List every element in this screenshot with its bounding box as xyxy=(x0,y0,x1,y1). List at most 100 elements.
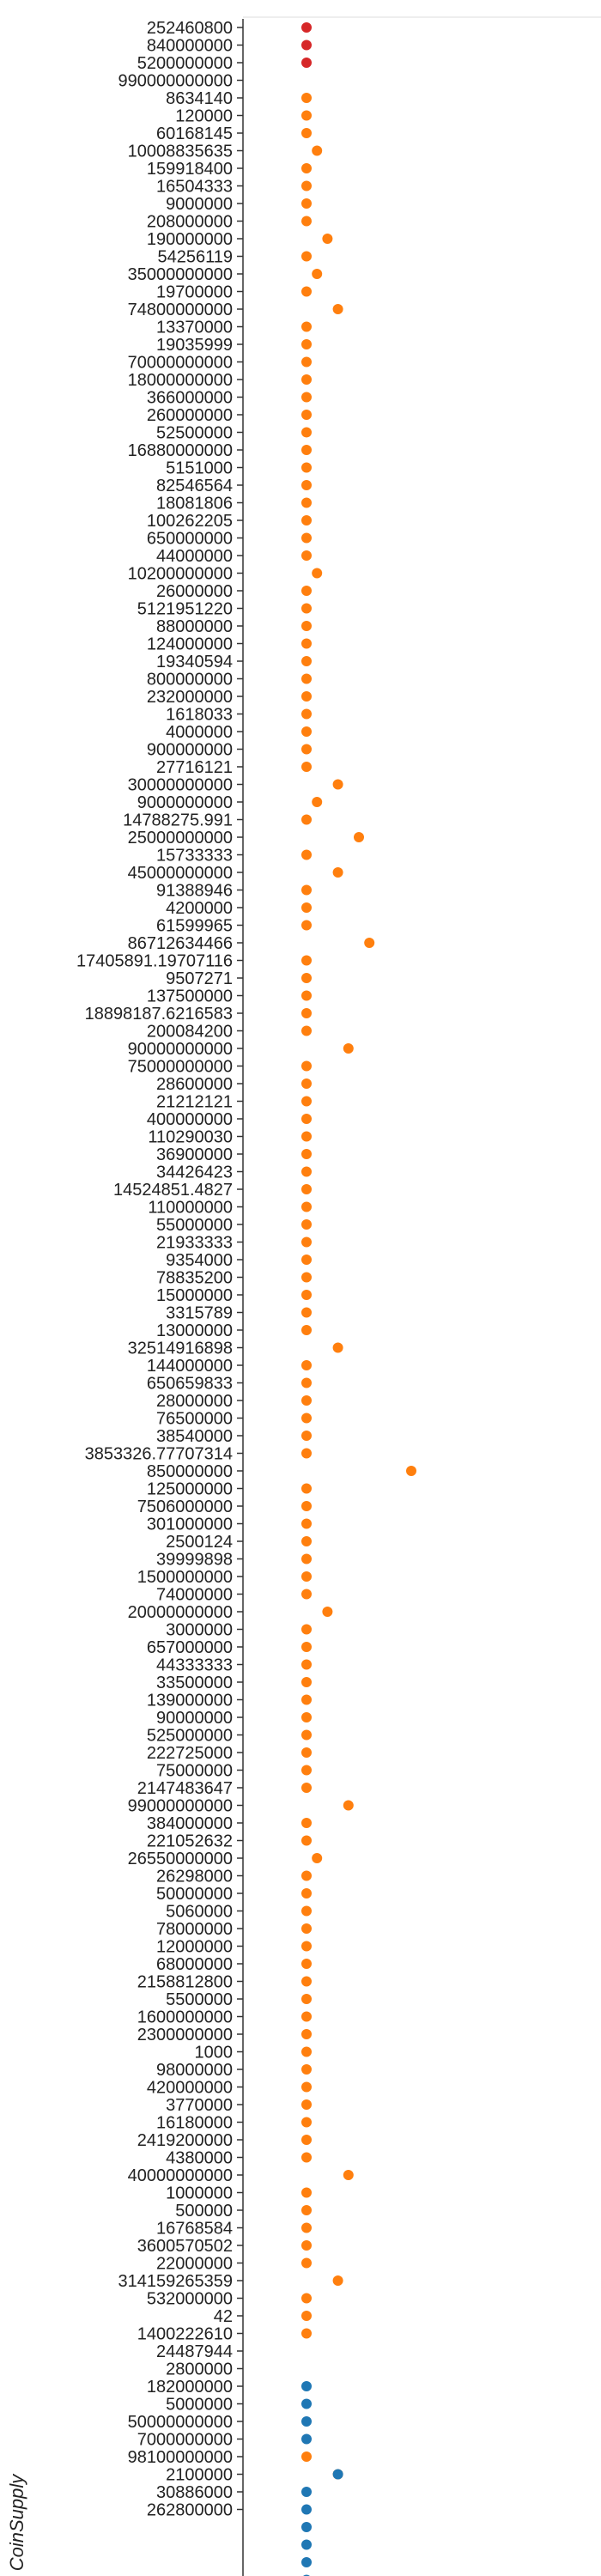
y-tick-label: 7506000000 xyxy=(137,1498,233,1516)
data-point xyxy=(301,1413,312,1424)
data-point xyxy=(301,586,312,596)
y-tick-label: 50000000 xyxy=(156,1885,233,1904)
data-point xyxy=(301,339,312,349)
data-point xyxy=(301,1448,312,1459)
y-tick-label: 301000000 xyxy=(147,1516,233,1534)
y-tick-label: 74800000000 xyxy=(128,301,233,319)
data-point xyxy=(301,1959,312,1969)
data-point xyxy=(343,1800,354,1811)
data-point xyxy=(301,1624,312,1635)
y-tick-label: 5200000000 xyxy=(137,54,233,73)
data-point xyxy=(301,58,312,68)
data-point xyxy=(301,2205,312,2215)
y-tick-label: 9000000 xyxy=(166,195,233,214)
data-point xyxy=(301,445,312,455)
y-tick-label: 30000000000 xyxy=(128,776,233,795)
y-tick-label: 27716121 xyxy=(156,758,233,777)
y-tick-label: 14788275.991 xyxy=(123,811,233,830)
y-tick-label: 4000000 xyxy=(166,723,233,742)
data-point xyxy=(301,1818,312,1828)
data-point xyxy=(301,708,312,720)
data-point xyxy=(301,673,312,684)
data-point xyxy=(301,1483,312,1494)
y-tick-label: 50000000000 xyxy=(128,2413,233,2432)
y-tick-label: 82546564 xyxy=(156,477,233,495)
y-tick-label: 52500000 xyxy=(156,424,233,443)
data-point xyxy=(301,1976,312,1987)
y-tick-label: 1618033 xyxy=(166,706,233,725)
y-tick-label: 91388946 xyxy=(156,882,233,901)
data-point xyxy=(301,1553,312,1564)
y-tick-label: 19700000 xyxy=(156,283,233,302)
data-point xyxy=(301,163,312,173)
y-tick-label: 2100000 xyxy=(166,2466,233,2485)
data-point xyxy=(301,93,312,103)
y-tick-label: 25000000000 xyxy=(128,829,233,848)
data-point xyxy=(301,1201,312,1212)
data-point xyxy=(301,110,312,121)
data-point xyxy=(343,2170,354,2180)
y-tick-label: 2500124 xyxy=(166,1533,233,1552)
y-tick-label: 55000000 xyxy=(156,1216,233,1235)
data-point xyxy=(301,1008,312,1018)
data-point xyxy=(301,515,312,526)
y-tick-label: 26298000 xyxy=(156,1868,233,1886)
data-point xyxy=(312,1853,323,1863)
y-tick-label: 3770000 xyxy=(166,2096,233,2115)
data-point xyxy=(301,251,312,262)
data-point xyxy=(301,1431,312,1441)
data-point xyxy=(301,2328,312,2339)
data-point xyxy=(301,2557,312,2567)
data-point xyxy=(301,2152,312,2163)
y-tick-label: 38540000 xyxy=(156,1427,233,1446)
data-point xyxy=(301,1501,312,1511)
data-point xyxy=(343,1043,354,1054)
data-point xyxy=(301,1078,312,1089)
y-tick-label: 525000000 xyxy=(147,1727,233,1746)
data-point xyxy=(301,1255,312,1265)
points-layer xyxy=(301,22,416,2576)
data-point xyxy=(301,497,312,508)
data-point xyxy=(301,1236,312,1248)
data-point xyxy=(301,2099,312,2110)
y-tick-label: 18000000000 xyxy=(128,371,233,390)
data-point xyxy=(301,656,312,666)
y-tick-label: 190000000 xyxy=(147,230,233,249)
data-point xyxy=(301,1060,312,1072)
y-tick-label: 500000 xyxy=(175,2202,233,2221)
y-tick-label: 44000000 xyxy=(156,547,233,566)
data-point xyxy=(332,1342,343,1353)
y-tick-label: 22000000 xyxy=(156,2255,233,2274)
y-tick-label: 182000000 xyxy=(147,2378,233,2397)
y-tick-label: 90000000 xyxy=(156,1709,233,1728)
data-point xyxy=(301,603,312,614)
y-tick-label: 420000000 xyxy=(147,2079,233,2098)
data-point xyxy=(332,779,343,790)
y-tick-label: 2300000000 xyxy=(137,2026,233,2044)
data-point xyxy=(301,1536,312,1546)
y-tick-label: 13370000 xyxy=(156,319,233,337)
y-tick-label: 39999898 xyxy=(156,1551,233,1570)
data-point xyxy=(301,2029,312,2039)
y-tick-label: 125000000 xyxy=(147,1480,233,1499)
y-tick-label: 74000000 xyxy=(156,1586,233,1605)
y-tick-label: 800000000 xyxy=(147,671,233,690)
data-point xyxy=(301,1589,312,1600)
y-tick-label: 400000000 xyxy=(147,1110,233,1129)
y-tick-label: 36900000 xyxy=(156,1145,233,1164)
y-tick-label: 110000000 xyxy=(148,1199,233,1218)
y-tick-label: 75000000000 xyxy=(128,1058,233,1077)
y-tick-label: 9000000000 xyxy=(137,793,233,812)
data-point xyxy=(301,1694,312,1705)
y-tick-label: 137500000 xyxy=(147,987,233,1006)
y-tick-label: 42 xyxy=(214,2307,233,2326)
data-point xyxy=(312,797,323,807)
data-point xyxy=(301,1941,312,1952)
y-tick-label: 15000000 xyxy=(156,1286,233,1305)
y-tick-label: 252460800 xyxy=(147,19,233,38)
y-tick-label: 28000000 xyxy=(156,1392,233,1411)
data-point xyxy=(301,356,312,368)
y-tick-label: 26550000000 xyxy=(128,1850,233,1868)
data-point xyxy=(301,2222,312,2233)
